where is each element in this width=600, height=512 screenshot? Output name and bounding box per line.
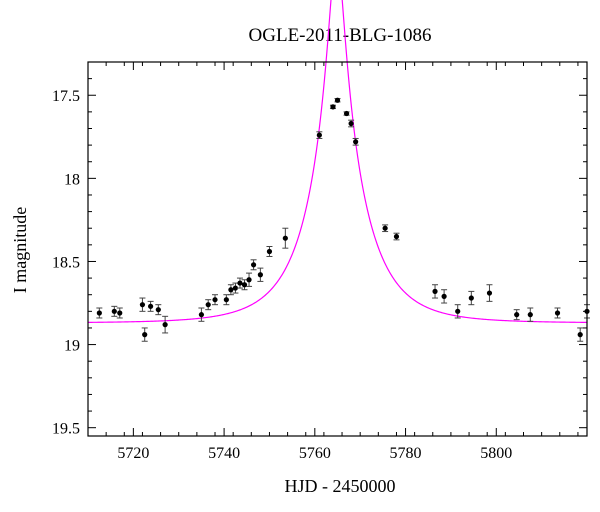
data-marker bbox=[468, 295, 474, 301]
data-marker bbox=[334, 97, 341, 103]
data-marker bbox=[241, 282, 248, 288]
data-point bbox=[316, 131, 323, 139]
data-marker bbox=[577, 332, 583, 338]
data-marker bbox=[212, 297, 218, 303]
y-tick-label: 19.5 bbox=[52, 421, 80, 438]
data-point bbox=[382, 224, 389, 233]
model-fit-curve bbox=[87, 0, 588, 323]
data-marker bbox=[393, 233, 400, 240]
data-marker bbox=[266, 248, 273, 255]
x-tick-label: 5800 bbox=[480, 445, 512, 462]
data-marker bbox=[223, 297, 229, 303]
data-point bbox=[147, 300, 154, 312]
x-tick-label: 5740 bbox=[208, 445, 240, 462]
data-point bbox=[205, 299, 212, 311]
data-point bbox=[162, 315, 169, 334]
data-points-layer bbox=[96, 97, 590, 342]
data-marker bbox=[228, 287, 234, 293]
data-marker bbox=[232, 285, 239, 291]
data-point bbox=[334, 97, 341, 103]
data-point bbox=[116, 307, 123, 319]
data-point bbox=[554, 307, 561, 319]
axis-ticks-layer: 5720 5740 5760 5780 5800 17.5 18 18.5 19 19.5 bbox=[52, 61, 587, 462]
data-point bbox=[527, 307, 534, 322]
y-tick-label: 18.5 bbox=[52, 254, 80, 271]
data-point bbox=[282, 227, 289, 249]
x-tick-label: 5780 bbox=[390, 445, 422, 462]
data-marker bbox=[343, 110, 350, 117]
data-marker bbox=[353, 139, 359, 145]
data-point bbox=[432, 284, 439, 299]
data-point bbox=[348, 119, 355, 128]
x-axis-label: HJD - 2450000 bbox=[285, 476, 396, 496]
data-marker bbox=[250, 262, 257, 268]
data-marker bbox=[96, 310, 102, 316]
data-point bbox=[250, 259, 257, 271]
model-curve-layer bbox=[87, 0, 588, 323]
data-marker bbox=[148, 303, 154, 309]
data-point bbox=[227, 284, 234, 296]
y-tick-label: 18 bbox=[64, 171, 80, 188]
y-tick-label: 17.5 bbox=[52, 88, 80, 105]
data-point bbox=[246, 272, 253, 287]
data-marker bbox=[155, 307, 161, 313]
data-marker bbox=[205, 302, 211, 308]
data-point bbox=[454, 304, 461, 319]
data-marker bbox=[514, 312, 520, 318]
data-point bbox=[266, 246, 273, 257]
data-point bbox=[468, 290, 475, 306]
data-point bbox=[352, 137, 359, 146]
data-marker bbox=[441, 293, 447, 299]
data-point bbox=[236, 277, 243, 289]
data-marker bbox=[237, 280, 243, 286]
data-marker bbox=[486, 290, 493, 296]
data-marker bbox=[348, 120, 354, 127]
data-point bbox=[141, 327, 148, 342]
x-tick-label: 5760 bbox=[299, 445, 331, 462]
data-point bbox=[111, 305, 118, 317]
data-marker bbox=[117, 310, 123, 316]
data-marker bbox=[142, 332, 148, 338]
y-axis-label: I magnitude bbox=[10, 207, 30, 293]
data-marker bbox=[455, 308, 461, 314]
data-point bbox=[198, 307, 205, 322]
data-point bbox=[329, 104, 336, 110]
data-point bbox=[343, 110, 350, 117]
data-point bbox=[577, 327, 584, 342]
data-point bbox=[486, 284, 493, 302]
data-marker bbox=[257, 272, 263, 278]
y-tick-label: 19 bbox=[64, 338, 80, 355]
plot-frame bbox=[87, 61, 588, 437]
data-point bbox=[139, 297, 146, 312]
chart-title: OGLE-2011-BLG-1086 bbox=[249, 25, 432, 46]
data-marker bbox=[111, 308, 117, 314]
data-marker bbox=[246, 277, 252, 283]
data-point bbox=[393, 232, 400, 241]
data-point bbox=[257, 267, 264, 282]
data-point bbox=[441, 289, 448, 304]
data-marker bbox=[198, 312, 205, 318]
data-point bbox=[96, 307, 103, 319]
data-marker bbox=[162, 322, 168, 328]
data-marker bbox=[316, 132, 322, 138]
data-marker bbox=[139, 302, 146, 308]
data-marker bbox=[330, 104, 336, 110]
data-point bbox=[212, 294, 219, 306]
data-marker bbox=[527, 312, 533, 318]
data-marker bbox=[554, 310, 561, 316]
x-tick-label: 5720 bbox=[117, 445, 149, 462]
data-point bbox=[155, 304, 162, 316]
data-marker bbox=[432, 288, 438, 294]
data-marker bbox=[282, 235, 288, 241]
data-point bbox=[513, 309, 520, 321]
data-marker bbox=[382, 225, 388, 231]
